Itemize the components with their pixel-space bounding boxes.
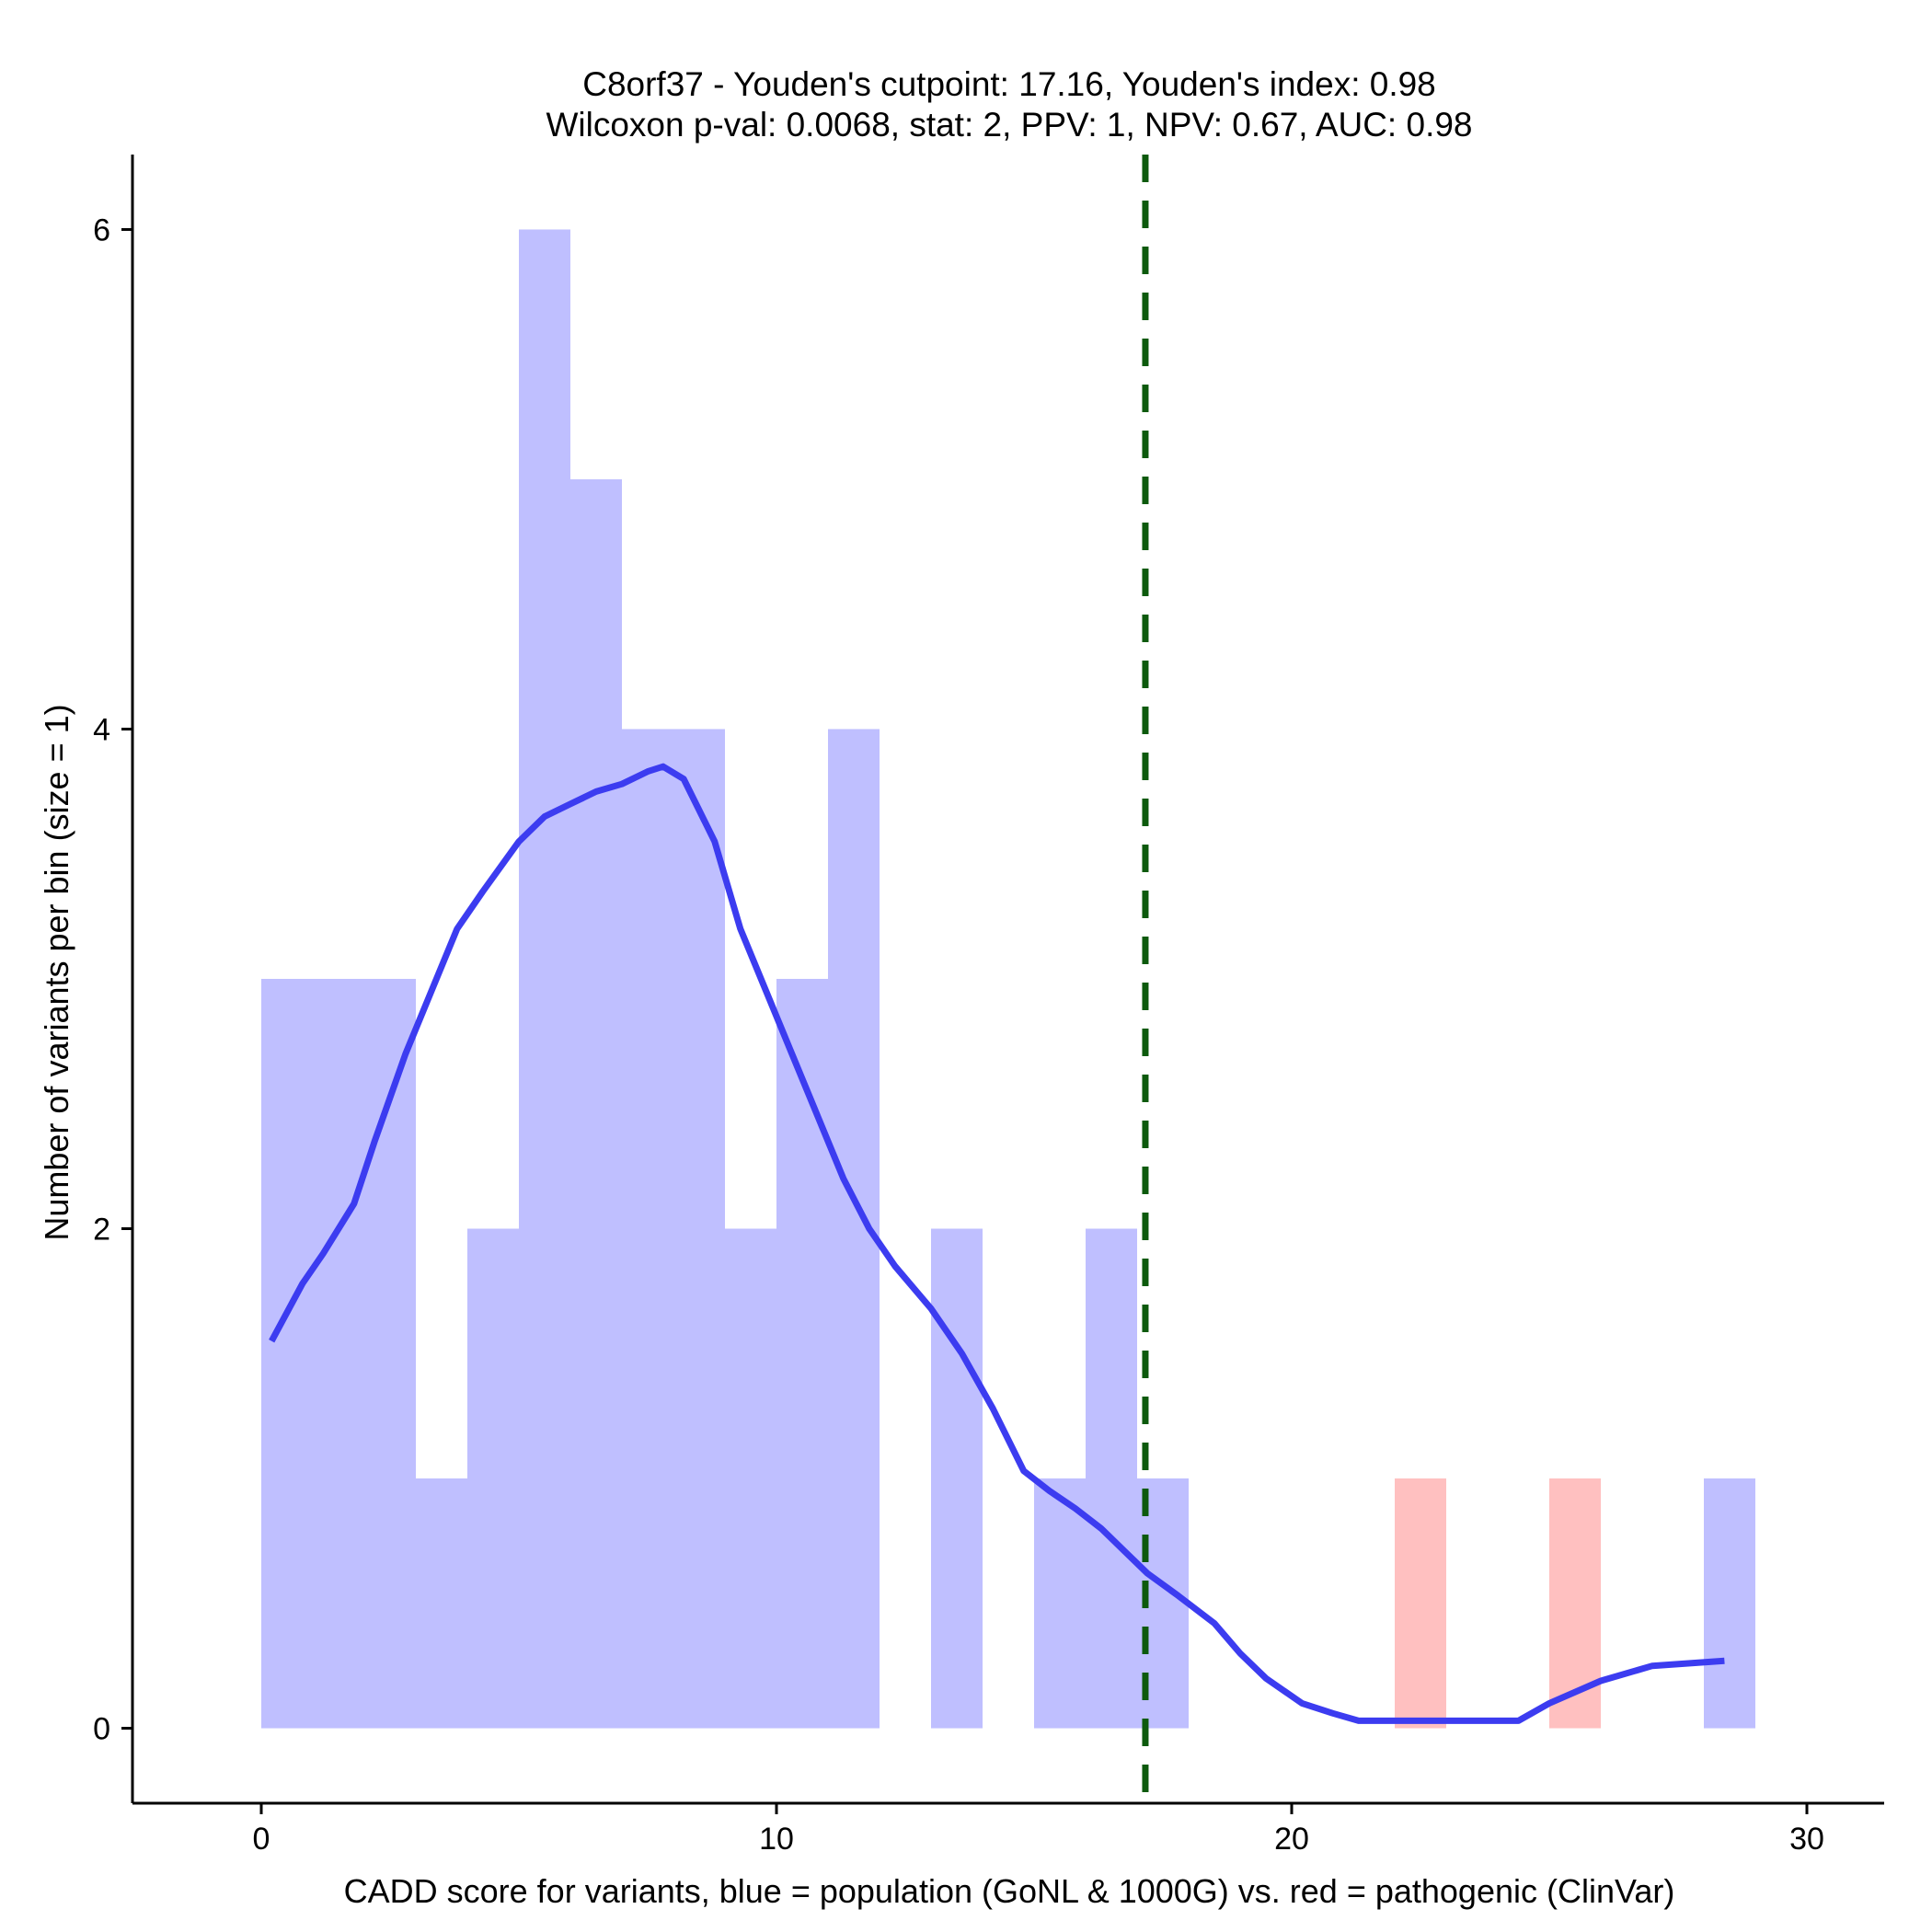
population-bar [261,979,313,1729]
y-axis-label: Number of variants per bin (size = 1) [38,704,75,1240]
x-tick-label: 30 [1789,1822,1824,1857]
population-bar [519,229,570,1729]
population-bar [570,478,622,1729]
pathogenic-bar [1395,1478,1446,1729]
population-bar [622,729,673,1729]
population-bar [313,979,364,1729]
y-tick-label: 4 [93,712,110,747]
x-tick-label: 20 [1274,1822,1309,1857]
population-bar [673,729,725,1729]
y-tick-label: 0 [93,1712,110,1747]
x-tick-label: 0 [253,1822,270,1857]
x-tick-label: 10 [759,1822,794,1857]
ticks-layer: 0 10 20 30 0 2 4 6 [93,213,1824,1857]
axes-layer [131,155,1884,1805]
population-bar [1704,1478,1755,1729]
population-bar [1086,1228,1137,1729]
population-bar [725,1228,776,1729]
population-bar [416,1478,467,1729]
y-tick-label: 2 [93,1213,110,1248]
population-bar [467,1228,519,1729]
density-layer [269,763,1725,1724]
bars-layer [261,229,1755,1729]
population-bar [1034,1478,1086,1729]
chart-title: C8orf37 - Youden's cutpoint: 17.16, Youd… [582,65,1436,103]
y-tick-label: 6 [93,213,110,247]
density-line [269,763,1725,1724]
population-bar [931,1228,983,1729]
population-bar [776,979,828,1729]
chart-subtitle: Wilcoxon p-val: 0.0068, stat: 2, PPV: 1,… [546,106,1472,144]
x-axis-label: CADD score for variants, blue = populati… [344,1872,1675,1910]
